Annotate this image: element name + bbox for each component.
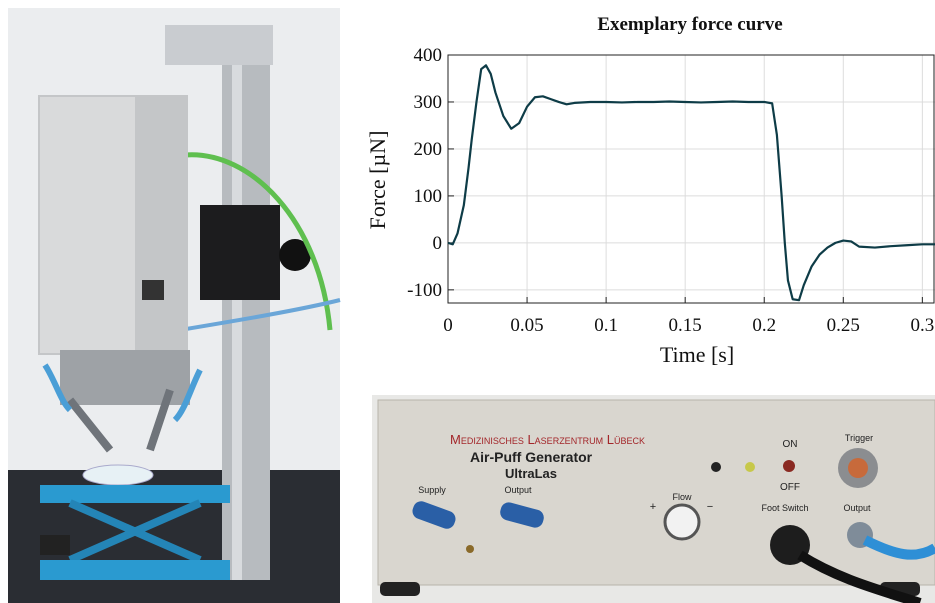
force-chart: Exemplary force curve Time [s] Force [µN… <box>365 14 935 367</box>
output-right-label: Output <box>843 503 871 513</box>
switch-on-label: ON <box>783 439 798 450</box>
flow-minus: − <box>707 501 713 513</box>
y-tick-label: 0 <box>433 233 443 254</box>
logo-text: Medizinisches Laserzentrum Lübeck <box>450 432 645 447</box>
supply-label: Supply <box>418 485 446 495</box>
device-model: UltraLas <box>505 466 557 481</box>
switch-off-label: OFF <box>780 482 800 493</box>
x-tick-label: 0.2 <box>752 315 776 336</box>
foot-switch-label: Foot Switch <box>761 503 808 513</box>
flow-plus: + <box>650 501 656 513</box>
x-tick-label: 0.25 <box>827 315 860 336</box>
setup-photo <box>8 8 341 603</box>
x-tick-label: 0.3 <box>910 315 934 336</box>
x-tick-label: 0 <box>443 315 453 336</box>
plot-frame <box>447 54 935 304</box>
device-name: Air-Puff Generator <box>470 449 593 465</box>
y-tick-label: 100 <box>414 186 443 207</box>
x-tick-label: 0.05 <box>510 315 543 336</box>
x-tick-label: 0.15 <box>669 315 702 336</box>
y-tick-label: 400 <box>414 45 443 66</box>
trigger-label: Trigger <box>845 433 873 443</box>
force-line <box>447 64 935 302</box>
output-left-label: Output <box>504 485 532 495</box>
y-axis-label: Force [µN] <box>365 131 390 230</box>
flow-label: Flow <box>672 492 692 502</box>
y-tick-label: -100 <box>407 280 442 301</box>
device-photo: Medizinisches Laserzentrum Lübeck Air-Pu… <box>372 395 935 603</box>
y-tick-label: 200 <box>414 139 443 160</box>
x-axis-label: Time [s] <box>660 342 734 367</box>
x-tick-label: 0.1 <box>594 315 618 336</box>
chart-title: Exemplary force curve <box>597 14 782 35</box>
y-tick-label: 300 <box>414 92 443 113</box>
